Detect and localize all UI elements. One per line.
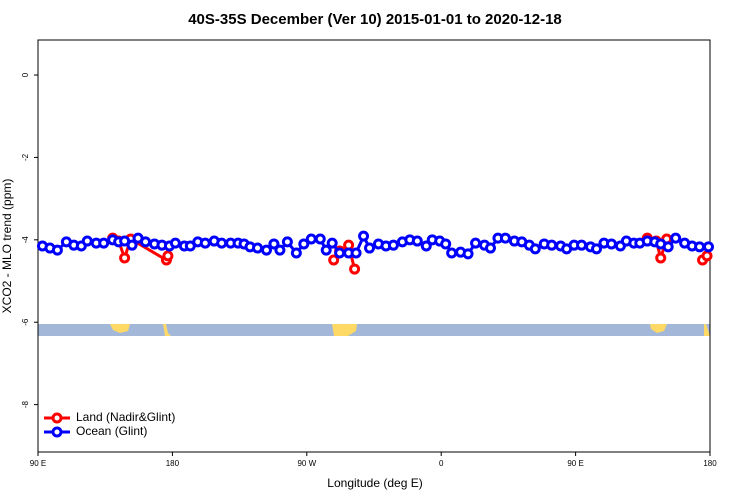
data-point xyxy=(662,241,674,253)
x-tick-label: 90 E xyxy=(30,459,46,468)
legend-label: Ocean (Glint) xyxy=(76,424,147,438)
x-tick-label: 90 E xyxy=(567,459,583,468)
data-point xyxy=(298,238,310,250)
data-point xyxy=(703,241,715,253)
legend-marker xyxy=(51,426,63,438)
data-point xyxy=(140,236,152,248)
data-point xyxy=(484,242,496,254)
data-point xyxy=(260,244,272,256)
x-tick-label: 90 W xyxy=(297,459,316,468)
chart-title: 40S-35S December (Ver 10) 2015-01-01 to … xyxy=(188,11,562,28)
data-point xyxy=(119,252,131,264)
map-strip xyxy=(38,324,710,336)
data-point xyxy=(252,242,264,254)
data-point xyxy=(605,238,617,250)
data-point xyxy=(98,237,110,249)
data-point xyxy=(499,232,511,244)
data-point xyxy=(387,239,399,251)
data-point xyxy=(126,239,138,251)
data-point xyxy=(576,239,588,251)
data-point xyxy=(326,237,338,249)
data-point xyxy=(305,233,317,245)
y-tick-label: -8 xyxy=(21,401,30,409)
data-point xyxy=(591,243,603,255)
data-point xyxy=(334,247,346,259)
data-point xyxy=(169,237,181,249)
data-point xyxy=(290,247,302,259)
data-point xyxy=(470,237,482,249)
x-tick-label: 0 xyxy=(439,459,444,468)
data-point xyxy=(162,250,174,262)
data-point xyxy=(51,244,63,256)
data-point xyxy=(701,250,713,262)
data-point xyxy=(364,242,376,254)
data-point xyxy=(694,241,706,253)
data-point xyxy=(655,252,667,264)
x-tick-label: 180 xyxy=(166,459,180,468)
data-point xyxy=(358,230,370,242)
data-point xyxy=(349,263,361,275)
data-point xyxy=(328,254,340,266)
data-point xyxy=(320,244,332,256)
data-point xyxy=(81,235,93,247)
y-tick-label: 0 xyxy=(21,72,30,77)
y-tick-label: -2 xyxy=(21,153,30,161)
legend-marker xyxy=(51,412,63,424)
data-point xyxy=(411,235,423,247)
data-point xyxy=(281,236,293,248)
data-point xyxy=(420,240,432,252)
y-tick-label: -6 xyxy=(21,318,30,326)
y-tick-label: -4 xyxy=(21,236,30,244)
data-point xyxy=(440,238,452,250)
data-point xyxy=(268,238,280,250)
data-point xyxy=(274,244,286,256)
data-point xyxy=(529,243,541,255)
data-point xyxy=(446,247,458,259)
data-point xyxy=(462,248,474,260)
x-tick-label: 180 xyxy=(703,459,717,468)
data-point xyxy=(199,237,211,249)
y-axis-label: XCO2 - MLO trend (ppm) xyxy=(0,179,14,314)
data-point xyxy=(546,239,558,251)
data-point xyxy=(350,247,362,259)
x-axis-label: Longitude (deg E) xyxy=(327,476,422,490)
legend-label: Land (Nadir&Glint) xyxy=(76,410,175,424)
data-point xyxy=(670,232,682,244)
data-point xyxy=(216,237,228,249)
data-point xyxy=(314,233,326,245)
